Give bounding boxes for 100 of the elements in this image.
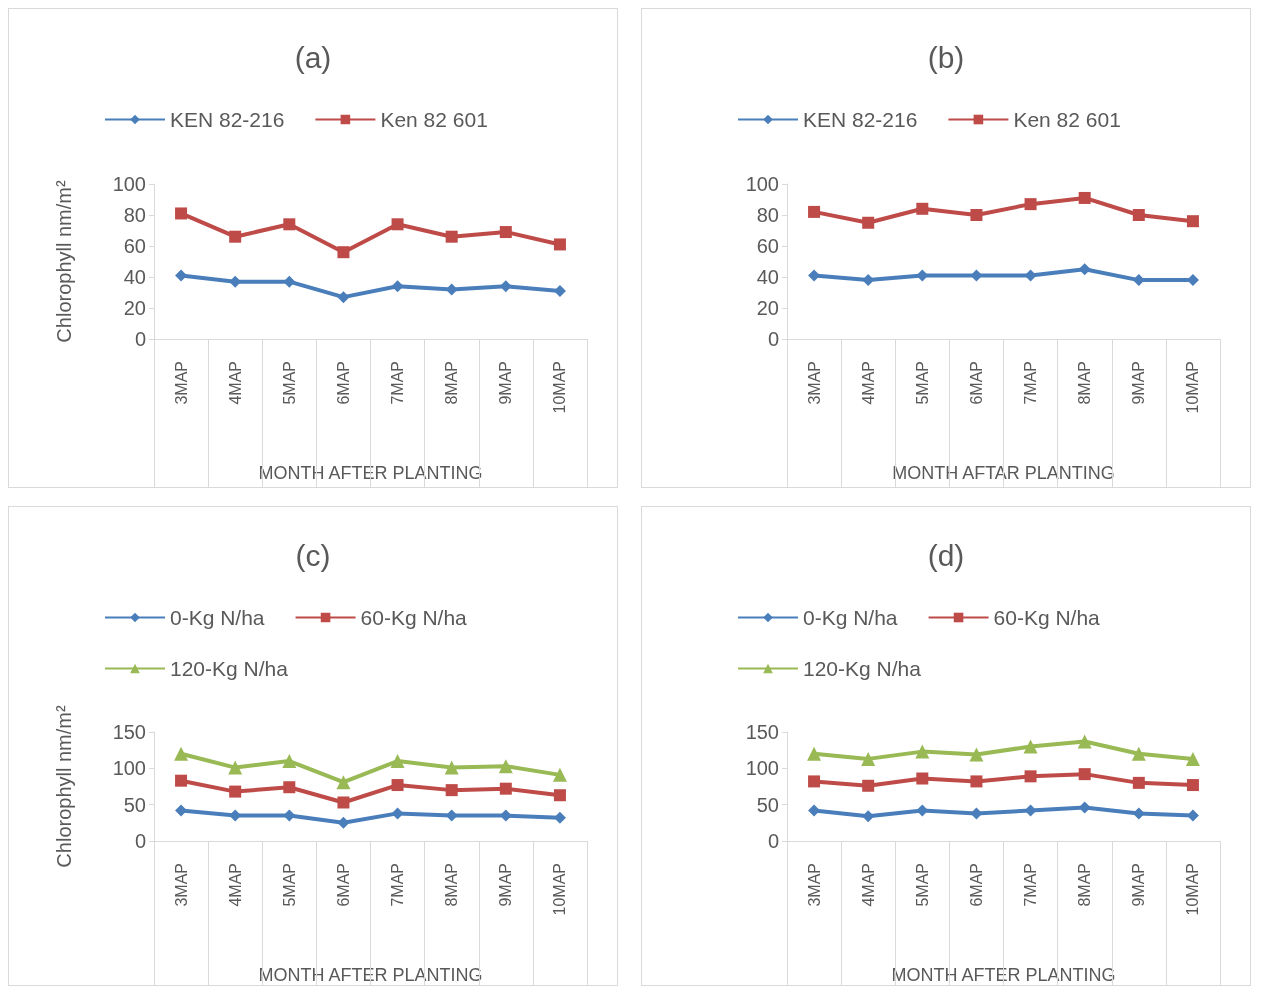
y-tick-label: 100 <box>112 173 146 195</box>
y-tick-label: 100 <box>745 173 779 195</box>
x-tick-label: 10MAP <box>1184 863 1202 916</box>
point <box>969 747 984 762</box>
y-tick-label: 80 <box>123 204 146 226</box>
point <box>808 205 821 218</box>
x-tick-label: 10MAP <box>551 863 569 916</box>
y-tick-label: 80 <box>756 204 779 226</box>
point <box>915 744 930 759</box>
y-tick-label: 0 <box>134 830 146 852</box>
y-tick-label: 0 <box>767 328 779 350</box>
point <box>552 767 567 782</box>
point <box>499 782 512 795</box>
x-tick-label: 8MAP <box>443 361 461 405</box>
x-tick-label: 9MAP <box>1130 361 1148 405</box>
point <box>553 238 566 251</box>
x-tick-label: 7MAP <box>389 361 407 405</box>
point <box>499 226 512 239</box>
point <box>228 760 243 775</box>
point <box>283 218 296 231</box>
point <box>1186 215 1199 228</box>
point <box>1023 739 1038 754</box>
point <box>175 774 188 787</box>
x-tick-label: 5MAP <box>280 361 298 405</box>
x-tick-label: 8MAP <box>443 863 461 907</box>
x-tick-label: 7MAP <box>389 863 407 907</box>
x-tick-label: 4MAP <box>226 863 244 907</box>
point <box>390 754 405 769</box>
x-axis-title: MONTH AFTER PLANTING <box>891 965 1116 985</box>
y-axis-title: Chlorophyll nm/m² <box>53 180 75 343</box>
point <box>553 789 566 802</box>
y-tick-label: 0 <box>767 830 779 852</box>
point <box>337 246 350 259</box>
x-tick-label: 4MAP <box>226 361 244 405</box>
legend-label: 60-Kg N/ha <box>993 606 1101 629</box>
point <box>175 207 188 220</box>
point <box>445 784 458 797</box>
x-axis-title: MONTH AFTAR PLANTING <box>892 463 1115 483</box>
x-tick-label: 5MAP <box>913 361 931 405</box>
point <box>1077 734 1092 749</box>
chart-title: (c) <box>295 538 331 572</box>
point <box>337 816 350 829</box>
point <box>1185 751 1200 766</box>
x-axis-title: MONTH AFTER PLANTING <box>258 463 483 483</box>
y-tick-label: 100 <box>745 757 779 780</box>
legend-label: KEN 82-216 <box>803 108 918 131</box>
legend-label: Ken 82 601 <box>1013 108 1121 131</box>
y-tick-label: 60 <box>123 235 146 257</box>
y-tick-label: 100 <box>112 757 146 780</box>
point <box>808 775 821 788</box>
point <box>391 280 404 293</box>
point <box>1186 779 1199 792</box>
x-tick-label: 7MAP <box>1022 863 1040 907</box>
point <box>970 209 983 221</box>
point <box>174 746 189 761</box>
point <box>1078 768 1091 781</box>
y-axis-title: Chlorophyll nm/m² <box>53 705 75 868</box>
x-tick-label: 3MAP <box>172 863 190 907</box>
x-tick-label: 5MAP <box>280 863 298 907</box>
y-tick-label: 20 <box>756 297 779 319</box>
point <box>498 759 513 774</box>
point <box>807 746 822 761</box>
legend-label: 120-Kg N/ha <box>803 657 922 680</box>
point <box>391 779 404 792</box>
point <box>916 772 929 785</box>
y-tick-label: 40 <box>123 266 146 288</box>
x-axis-title: MONTH AFTER PLANTING <box>258 965 483 985</box>
chart-title: (b) <box>927 40 965 74</box>
point <box>916 202 929 215</box>
x-tick-label: 5MAP <box>913 863 931 907</box>
point <box>1131 746 1146 761</box>
legend-label: 0-Kg N/ha <box>803 606 898 629</box>
point <box>1132 776 1145 789</box>
legend-label: Ken 82 601 <box>380 108 488 131</box>
x-tick-label: 6MAP <box>334 361 352 405</box>
x-tick-label: 9MAP <box>1130 863 1148 907</box>
y-tick-label: 40 <box>756 266 779 288</box>
y-tick-label: 150 <box>745 721 779 743</box>
point <box>229 230 242 243</box>
legend-label: 120-Kg N/ha <box>170 657 289 680</box>
y-tick-label: 20 <box>123 297 146 319</box>
x-tick-label: 10MAP <box>1184 361 1202 414</box>
point <box>1024 198 1037 211</box>
legend-label: KEN 82-216 <box>170 108 285 131</box>
point <box>283 781 296 794</box>
x-tick-label: 6MAP <box>334 863 352 907</box>
chart-title: (d) <box>927 538 965 572</box>
y-tick-label: 50 <box>756 793 779 816</box>
point <box>445 230 458 243</box>
point <box>862 216 875 229</box>
x-tick-label: 3MAP <box>805 863 823 907</box>
y-tick-label: 0 <box>134 328 146 350</box>
y-tick-label: 150 <box>112 721 146 743</box>
x-tick-label: 6MAP <box>967 863 985 907</box>
legend-label: 0-Kg N/ha <box>170 606 265 629</box>
point <box>970 775 983 788</box>
x-tick-label: 9MAP <box>497 863 515 907</box>
x-tick-label: 10MAP <box>551 361 569 414</box>
point <box>862 810 875 823</box>
x-tick-label: 3MAP <box>172 361 190 405</box>
